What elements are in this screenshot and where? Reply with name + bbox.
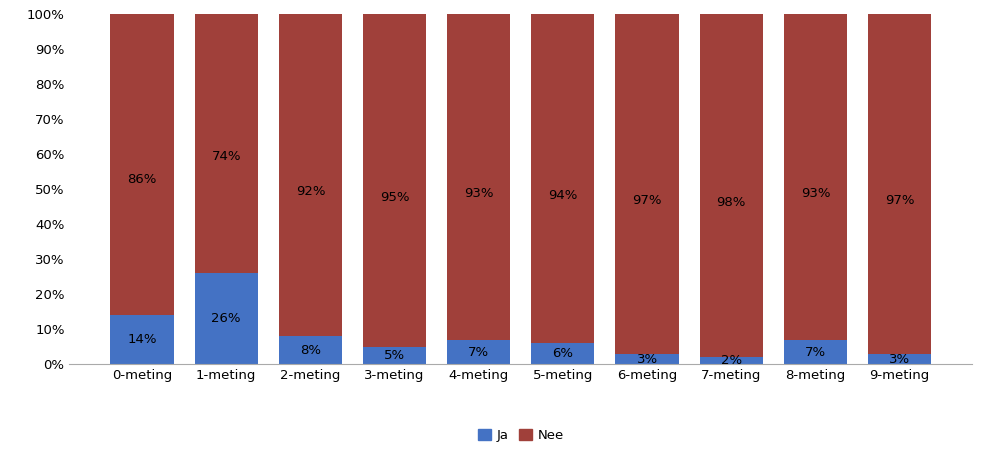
Text: 14%: 14% [127, 333, 157, 346]
Bar [194, 14, 258, 273]
Bar [363, 14, 427, 347]
Text: 3%: 3% [637, 353, 658, 366]
Bar [363, 347, 427, 364]
Bar [699, 357, 763, 364]
Legend: Ja, Nee: Ja, Nee [472, 424, 569, 447]
Text: 92%: 92% [296, 185, 325, 198]
Text: 74%: 74% [211, 150, 241, 163]
Text: 98%: 98% [716, 196, 746, 209]
Text: 93%: 93% [464, 187, 493, 200]
Text: 95%: 95% [380, 191, 410, 204]
Bar [615, 354, 679, 364]
Text: 86%: 86% [127, 173, 157, 186]
Bar [784, 340, 847, 364]
Bar [110, 315, 174, 364]
Bar [868, 14, 931, 354]
Text: 93%: 93% [801, 187, 830, 200]
Text: 97%: 97% [885, 194, 915, 207]
Text: 94%: 94% [549, 189, 577, 202]
Text: 3%: 3% [889, 353, 910, 366]
Bar [279, 336, 342, 364]
Bar [532, 343, 594, 364]
Bar [615, 14, 679, 354]
Bar [868, 354, 931, 364]
Bar [699, 14, 763, 357]
Bar [194, 273, 258, 364]
Bar [447, 14, 510, 340]
Text: 7%: 7% [805, 346, 826, 359]
Text: 2%: 2% [720, 354, 742, 367]
Text: 97%: 97% [632, 194, 662, 207]
Bar [784, 14, 847, 340]
Bar [110, 14, 174, 315]
Bar [447, 340, 510, 364]
Text: 5%: 5% [384, 349, 405, 362]
Bar [532, 14, 594, 343]
Text: 7%: 7% [468, 346, 489, 359]
Text: 6%: 6% [553, 347, 573, 360]
Text: 8%: 8% [300, 344, 320, 357]
Bar [279, 14, 342, 336]
Text: 26%: 26% [211, 312, 241, 325]
